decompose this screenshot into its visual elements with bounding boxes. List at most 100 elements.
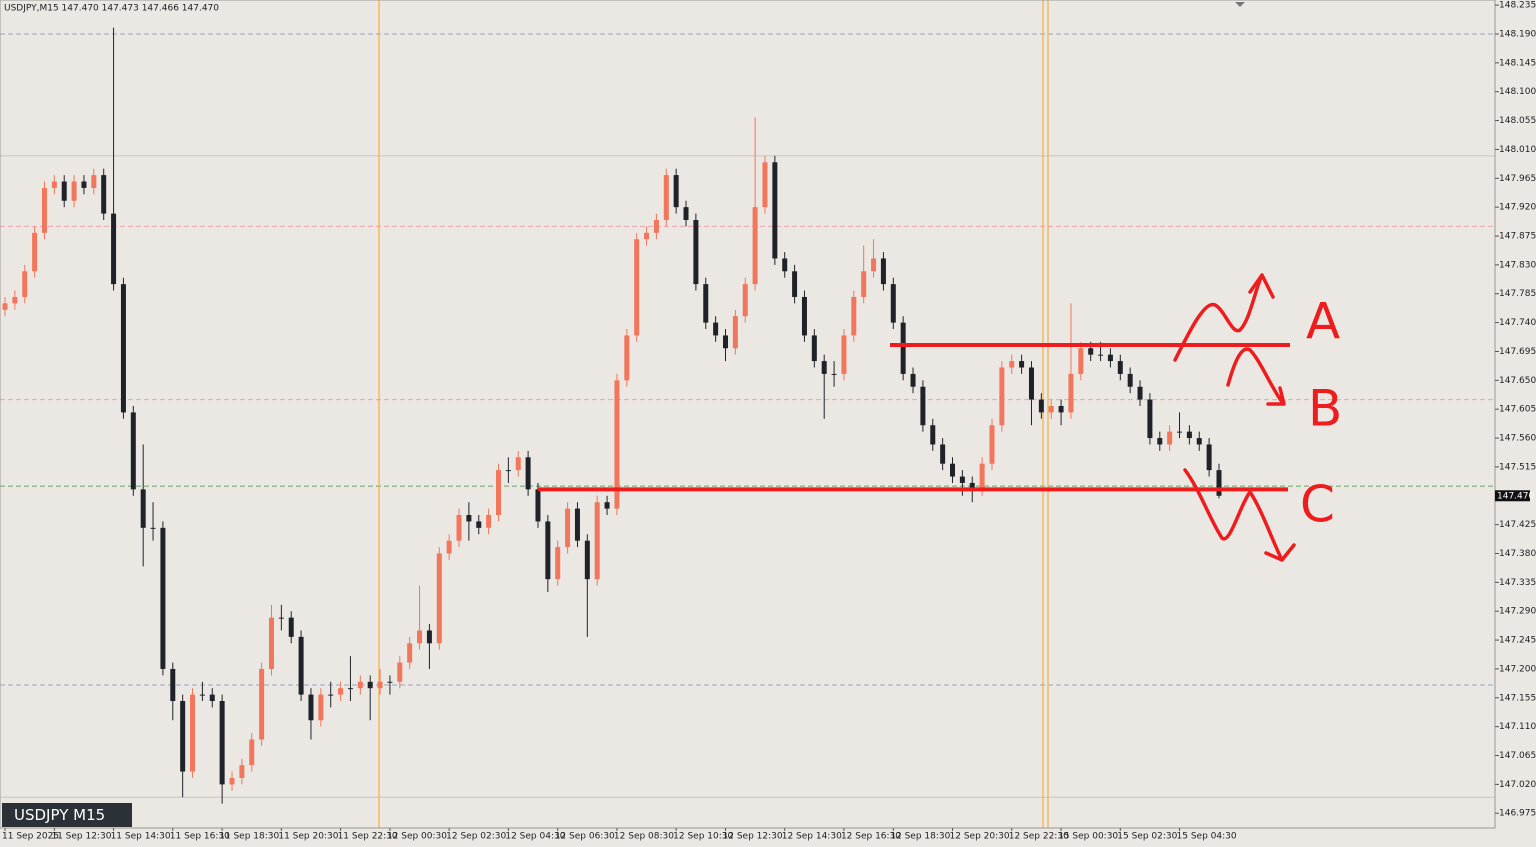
candle-body — [32, 232, 38, 272]
x-tick-label: 12 Sep 02:30 — [446, 832, 506, 842]
y-tick-label: 148.010 — [1499, 145, 1536, 155]
candle-body — [120, 284, 126, 413]
candle-body — [81, 181, 87, 188]
overlay-lines — [0, 33, 1495, 798]
candle-body — [782, 258, 788, 272]
candle-body — [456, 515, 462, 541]
candle-body — [713, 322, 719, 336]
candle-body — [1186, 431, 1192, 439]
candle-body — [653, 219, 659, 233]
candle-body — [1157, 438, 1163, 445]
candle-body — [91, 175, 97, 188]
candle-body — [742, 284, 748, 317]
candle-body — [12, 296, 18, 304]
header: USDJPY,M15 147.470 147.473 147.466 147.4… — [4, 4, 219, 14]
y-tick-label: 147.695 — [1499, 347, 1536, 357]
arrow-c — [1183, 468, 1296, 562]
candle-body — [1048, 405, 1054, 413]
candle-body — [1167, 431, 1173, 445]
shift-marker — [1235, 2, 1245, 7]
y-tick-label: 147.155 — [1499, 693, 1536, 703]
candle-body — [387, 681, 393, 683]
x-tick-label: 12 Sep 22:30 — [1009, 832, 1069, 842]
x-tick-label: 12 Sep 20:30 — [950, 832, 1010, 842]
candle-body — [505, 470, 511, 472]
candle-body — [130, 412, 136, 490]
candle-body — [476, 521, 482, 528]
candle-body — [950, 463, 956, 477]
candle-body — [150, 527, 156, 529]
arrow-a — [1173, 273, 1275, 362]
candle-body — [614, 380, 620, 509]
candle-body — [308, 694, 314, 721]
candle-body — [495, 470, 501, 516]
y-tick-label: 147.425 — [1499, 520, 1536, 530]
x-tick-label: 11 Sep 18:30 — [219, 832, 279, 842]
x-tick-label: 11 Sep 2025 — [2, 832, 59, 842]
candle-body — [219, 701, 225, 785]
x-tick-label: 12 Sep 04:30 — [505, 832, 565, 842]
y-tick-label: 147.875 — [1499, 232, 1536, 242]
candle-body — [1127, 373, 1133, 387]
candle-body — [1147, 399, 1153, 439]
y-tick-label: 148.100 — [1499, 87, 1536, 97]
y-tick-label: 147.785 — [1499, 289, 1536, 299]
x-tick-label: 11 Sep 14:30 — [111, 832, 171, 842]
y-tick-label: 147.830 — [1499, 260, 1536, 270]
candle-body — [170, 668, 176, 702]
candle-body — [801, 296, 807, 336]
candle-body — [446, 540, 452, 554]
x-tick-label: 15 Sep 00:30 — [1058, 832, 1118, 842]
candle-body — [604, 502, 610, 509]
x-tick-label: 12 Sep 16:30 — [841, 832, 901, 842]
candle-body — [199, 694, 205, 696]
y-tick-label: 147.560 — [1499, 434, 1536, 444]
candle-body — [426, 630, 432, 644]
candle-body — [792, 271, 798, 297]
candle-body — [268, 617, 274, 669]
y-tick-label: 147.245 — [1499, 636, 1536, 646]
x-tick-label: 15 Sep 02:30 — [1117, 832, 1177, 842]
x-tick-label: 11 Sep 16:30 — [170, 832, 230, 842]
x-tick-label: 12 Sep 14:30 — [782, 832, 842, 842]
candle-body — [841, 335, 847, 374]
y-tick-label: 148.235 — [1499, 1, 1536, 11]
candle-body — [930, 425, 936, 445]
candle-body — [831, 373, 837, 375]
candle-body — [673, 175, 679, 208]
price-box — [1495, 490, 1530, 502]
candle-body — [772, 162, 778, 259]
candle-body — [920, 386, 926, 426]
candle-body — [407, 643, 413, 663]
candle-body — [1088, 348, 1094, 355]
y-tick-label: 146.975 — [1499, 809, 1536, 819]
candle-body — [1058, 405, 1064, 413]
candle-body — [979, 463, 985, 490]
candle-body — [703, 284, 709, 323]
y-tick-label: 147.650 — [1499, 376, 1536, 386]
candle-body — [51, 181, 57, 188]
candle-body — [1177, 431, 1183, 433]
x-tick-label: 12 Sep 00:30 — [387, 832, 447, 842]
candle-body — [890, 284, 896, 323]
y-tick-label: 147.380 — [1499, 549, 1536, 559]
candle-body — [1078, 348, 1084, 374]
candle-body — [71, 181, 77, 201]
arrow-b — [1226, 347, 1286, 406]
candle-body — [1038, 399, 1044, 413]
candle-body — [190, 694, 196, 772]
candle-body — [249, 739, 255, 766]
x-tick-label: 12 Sep 10:30 — [673, 832, 733, 842]
candle-body — [1019, 361, 1025, 368]
y-tick-label: 147.605 — [1499, 405, 1536, 415]
candle-body — [1098, 354, 1104, 356]
candle-body — [851, 296, 857, 336]
candle-body — [1068, 373, 1074, 413]
candle-body — [41, 187, 47, 233]
x-tick-label: 11 Sep 20:30 — [278, 832, 338, 842]
candle-body — [762, 162, 768, 208]
candle-body — [1009, 361, 1015, 368]
